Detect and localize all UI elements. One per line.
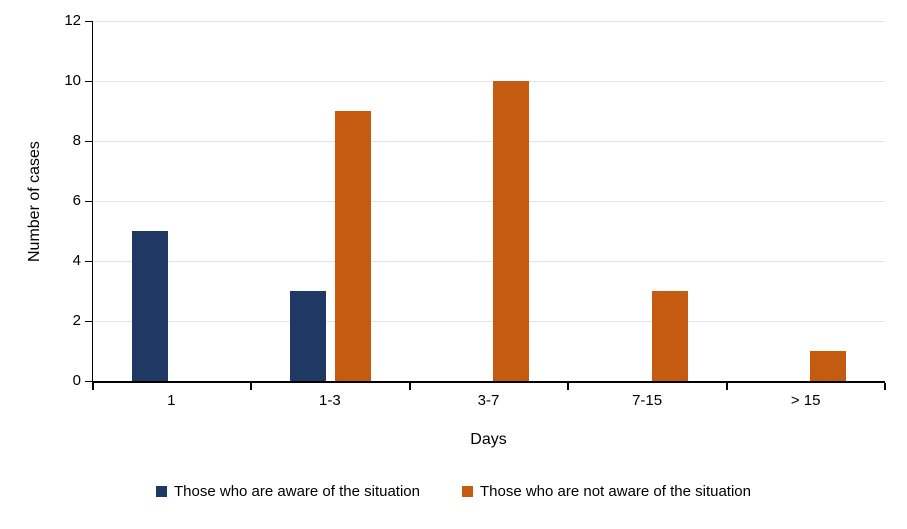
legend-swatch	[461, 486, 473, 497]
y-tick-label: 4	[72, 252, 81, 270]
gridline	[93, 321, 885, 323]
x-axis-labels: 1 1-3 3-7 7-15 > 15	[92, 392, 885, 412]
y-tick	[85, 260, 92, 262]
y-tick	[85, 380, 92, 382]
legend-item-series-2: Those who are not aware of the situation	[461, 483, 751, 500]
legend-label: Those who are aware of the situation	[174, 483, 420, 500]
bar-group	[727, 21, 885, 381]
y-axis-title: Number of cases	[26, 141, 43, 263]
legend: Those who are aware of the situation Thos…	[0, 483, 907, 500]
x-axis-title: Days	[470, 431, 507, 448]
y-tick-label: 8	[72, 132, 81, 150]
y-tick	[85, 80, 92, 82]
bar-series-2	[335, 111, 372, 381]
legend-item-series-1: Those who are aware of the situation	[156, 483, 420, 500]
bar-series-1	[290, 291, 327, 381]
bar-group	[410, 21, 568, 381]
gridline	[93, 201, 885, 202]
bar-group	[93, 21, 251, 381]
bar-group	[568, 21, 726, 381]
x-tick-label: 1	[167, 392, 176, 409]
x-tick-label: > 15	[790, 392, 821, 409]
y-tick	[85, 320, 92, 322]
gridline	[93, 81, 885, 82]
y-tick	[85, 140, 92, 142]
bar-series-2	[493, 81, 530, 381]
bar-group	[251, 21, 409, 381]
y-tick-label: 10	[64, 72, 81, 89]
y-tick-label: 2	[72, 312, 81, 330]
bar-series-2	[810, 351, 847, 381]
x-tick	[725, 383, 728, 390]
y-tick	[85, 20, 92, 22]
x-tick-label: 7-15	[632, 392, 663, 409]
x-tick	[250, 383, 253, 390]
x-tick-label: 1-3	[319, 392, 341, 409]
x-tick	[408, 383, 411, 390]
bar-series-1	[131, 231, 168, 381]
y-tick-label: 0	[72, 372, 81, 389]
gridline	[93, 21, 885, 22]
y-tick-label: 12	[64, 12, 81, 29]
x-tick-label: 3-7	[477, 392, 500, 409]
plot-area: 0 2 4 6 8 10 12	[64, 13, 886, 390]
legend-label: Those who are not aware of the situation	[479, 483, 751, 500]
x-tick	[567, 383, 570, 390]
x-tick	[92, 383, 94, 390]
y-tick-label: 6	[72, 192, 81, 209]
legend-swatch	[156, 486, 167, 497]
gridline	[93, 141, 885, 143]
bar-series-2	[651, 291, 688, 381]
y-tick	[85, 200, 92, 202]
x-tick	[884, 383, 886, 390]
gridline	[93, 261, 885, 263]
